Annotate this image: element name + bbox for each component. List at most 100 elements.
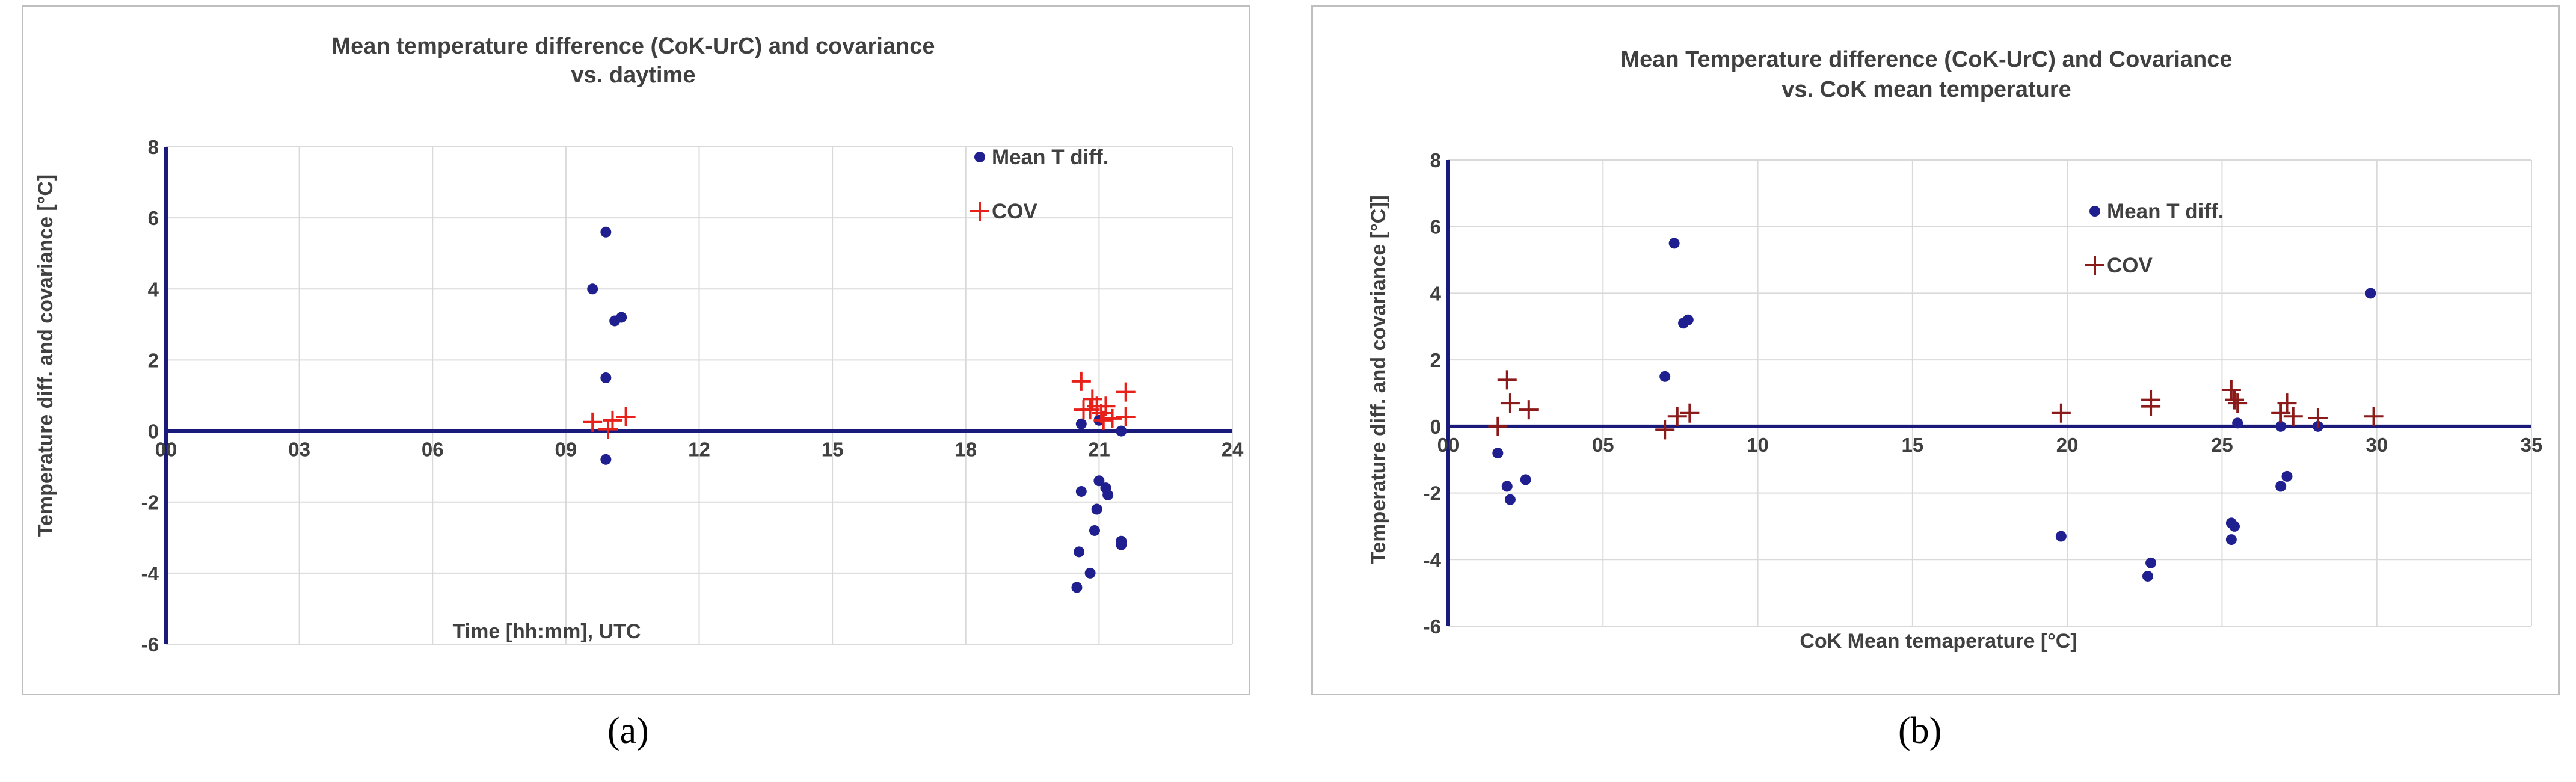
chart-a-mean-t-diff-point	[1102, 489, 1114, 500]
chart-b-y-tick-label: 0	[1430, 416, 1441, 438]
chart-a-legend-item: COV	[970, 200, 1038, 223]
chart-b-mean-t-diff-point	[2142, 570, 2153, 582]
chart-a-cov-point	[1096, 396, 1116, 416]
chart-a-y-tick-label: -4	[141, 562, 159, 585]
chart-b-cov-point	[2308, 408, 2328, 428]
chart-b-y-tick-label: 6	[1430, 216, 1441, 238]
chart-a-x-tick-label: 03	[288, 439, 310, 461]
chart-a-mean-t-diff-point	[1071, 582, 1083, 593]
chart-a-x-tick-label: 15	[822, 439, 844, 461]
chart-b-cov-point	[1655, 420, 1675, 440]
chart-b-legend-label: COV	[2107, 254, 2153, 277]
chart-a-cov-point	[598, 419, 618, 439]
chart-b-cov-point	[1667, 407, 1687, 426]
chart-a-mean-t-diff-point	[1074, 546, 1085, 558]
chart-a-x-tick-label: 18	[954, 439, 977, 461]
chart-a-cov-point	[1116, 382, 1136, 402]
chart-a-cov-point	[1071, 371, 1091, 391]
chart-b-legend-plus-icon	[2085, 256, 2104, 275]
chart-a-mean-t-diff-point	[1116, 539, 1127, 550]
chart-b-title-line-2: vs. CoK mean temperature	[1781, 77, 2071, 102]
chart-a-mean-t-diff-point	[1091, 503, 1102, 515]
chart-a-legend-dot-icon	[974, 152, 985, 162]
chart-b-mean-t-diff-point	[1659, 371, 1671, 382]
chart-b-x-tick-label: 25	[2211, 434, 2233, 456]
chart-a-title-line-1: Mean temperature difference (CoK-UrC) an…	[331, 34, 935, 59]
chart-a-mean-t-diff-point	[1116, 425, 1127, 437]
chart-b-x-tick-label: 10	[1747, 434, 1769, 456]
chart-a-mean-t-diff-point	[1075, 418, 1087, 429]
chart-b-cov-point	[1500, 393, 1520, 413]
chart-b-title-line-1: Mean Temperature difference (CoK-UrC) an…	[1620, 47, 2232, 72]
chart-a-mean-t-diff-point	[600, 454, 612, 465]
chart-b-y-tick-label: 8	[1430, 149, 1441, 171]
chart-b-mean-t-diff-point	[2225, 534, 2237, 546]
chart-a-x-tick-label: 12	[688, 439, 710, 461]
chart-b-x-tick-label: 15	[1901, 434, 1923, 456]
chart-b-y-axis-label: Temperature diff. and covariance [°C]]	[1367, 195, 1390, 564]
chart-panel-a: 00 03 06 09 12 15 18 21 24 -6 -4 -2 0 2 4 6 8 Mean T dif…	[22, 5, 1250, 695]
chart-b-legend-label: Mean T diff.	[2107, 200, 2224, 223]
chart-b-legend-dot-icon	[2089, 206, 2100, 217]
chart-b-x-axis-label: CoK Mean temaperature [°C]	[1800, 630, 2077, 653]
chart-a-x-axis-label: Time [hh:mm], UTC	[453, 620, 641, 643]
chart-b-cov-point	[1488, 416, 1508, 436]
chart-b-mean-t-diff-point	[1682, 314, 1694, 325]
chart-b-cov-point	[2228, 393, 2248, 413]
chart-a-legend-plus-icon	[970, 202, 989, 221]
chart-a-mean-t-diff-point	[1084, 567, 1096, 579]
chart-a-cov-point	[583, 412, 603, 432]
chart-a-mean-t-diff-point	[587, 283, 598, 295]
chart-a-cov-point	[616, 407, 636, 426]
chart-b-x-tick-label: 35	[2521, 434, 2543, 456]
chart-b-y-tick-label: 4	[1430, 282, 1442, 304]
chart-b-mean-t-diff-point	[1668, 238, 1680, 249]
chart-b-y-tick-label: -4	[1424, 549, 1442, 571]
chart-b: 00 05 10 15 20 25 30 35 -6 -4 -2 0 2 4 6 8 Mean T diff.…	[1367, 47, 2543, 653]
chart-b-cov-point	[2221, 380, 2241, 399]
chart-b-mean-t-diff-point	[2055, 531, 2067, 542]
chart-a-x-tick-label: 24	[1222, 439, 1244, 461]
chart-b-mean-t-diff-point	[2145, 557, 2157, 568]
chart-a-y-tick-label: -2	[141, 491, 159, 514]
chart-b-cov-point	[1497, 370, 1517, 390]
chart-b-cov-point	[1680, 403, 1700, 423]
chart-a-legend-label: COV	[992, 200, 1038, 223]
chart-b-mean-t-diff-point	[2275, 481, 2287, 492]
chart-b-cov-point	[2141, 390, 2161, 410]
chart-a-x-tick-label: 00	[155, 439, 177, 461]
chart-b-cov-point	[2364, 407, 2384, 426]
panel-label-a: (a)	[607, 710, 649, 751]
chart-a-legend-item: Mean T diff.	[974, 146, 1108, 169]
chart-b-mean-t-diff-point	[1492, 448, 1504, 459]
chart-b-mean-t-diff-point	[1501, 481, 1513, 492]
chart-b-cov-point	[2283, 407, 2303, 426]
chart-b-mean-t-diff-point	[2275, 420, 2287, 432]
chart-b-cov-point	[2277, 393, 2297, 413]
chart-b-mean-t-diff-point	[2232, 417, 2243, 429]
chart-a-mean-t-diff-point	[600, 372, 612, 383]
chart-b-mean-t-diff-point	[2365, 288, 2376, 299]
chart-b-cov-point	[1519, 400, 1539, 420]
chart-b-x-tick-label: 00	[1437, 434, 1460, 456]
chart-b-cov-point	[2271, 403, 2291, 423]
chart-b-mean-t-diff-point	[1520, 474, 1531, 485]
chart-b-y-tick-label: -6	[1424, 615, 1441, 638]
chart-b-y-tick-label: 2	[1430, 349, 1441, 371]
chart-a-y-tick-label: 6	[148, 207, 159, 229]
chart-a-title-line-2: vs. daytime	[571, 63, 696, 88]
chart-a-cov-point	[603, 410, 622, 430]
chart-a-x-tick-label: 09	[555, 439, 577, 461]
chart-a-mean-t-diff-point	[1093, 475, 1105, 487]
chart-a-y-axis-label: Temperature diff. and covariance [°C]	[34, 174, 57, 537]
chart-a-cov-point	[1116, 407, 1136, 426]
panel-label-b: (b)	[1898, 710, 1942, 751]
chart-b-x-tick-label: 05	[1592, 434, 1614, 456]
chart-panel-b: 00 05 10 15 20 25 30 35 -6 -4 -2 0 2 4 6 8 Mean T diff.…	[1311, 5, 2560, 695]
chart-a-legend-label: Mean T diff.	[992, 146, 1108, 169]
chart-a-y-tick-label: 0	[148, 420, 159, 443]
chart-a-x-tick-label: 21	[1088, 439, 1110, 461]
chart-b-x-tick-label: 20	[2056, 434, 2079, 456]
chart-b-legend-item: COV	[2085, 254, 2153, 277]
